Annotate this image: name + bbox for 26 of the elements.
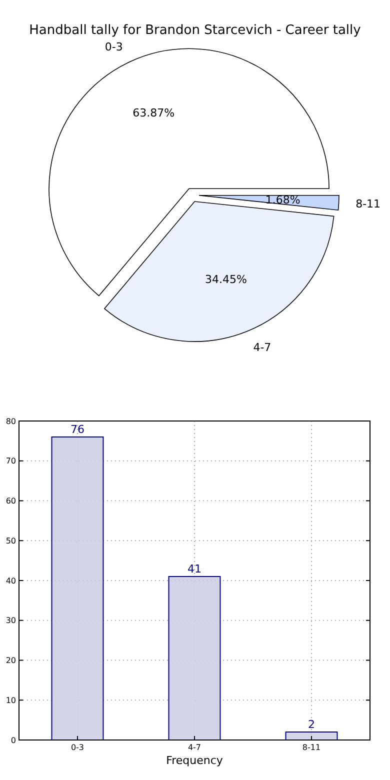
bar: [51, 436, 104, 740]
data-label: 2: [308, 718, 315, 732]
slice-label: 0-3: [104, 40, 123, 54]
bar: [168, 576, 221, 740]
bar: [285, 732, 338, 740]
y-tick-label: 40: [6, 576, 16, 586]
y-tick-label: 30: [6, 616, 16, 626]
y-tick-label: 0: [10, 736, 16, 745]
x-tick-label: 4-7: [188, 743, 202, 752]
data-label: 63.87%: [132, 106, 175, 120]
x-tick-label: 8-11: [302, 743, 321, 752]
y-tick-label: 50: [6, 536, 16, 546]
y-tick-label: 60: [6, 496, 16, 506]
data-label: 34.45%: [205, 273, 247, 286]
y-tick-label: 10: [6, 696, 16, 705]
slice-label: 8-11: [356, 197, 381, 210]
x-axis-title: Frequency: [166, 754, 224, 767]
data-label: 41: [188, 562, 202, 576]
y-tick-label: 80: [6, 416, 16, 426]
data-label: 1.68%: [265, 194, 300, 207]
data-label: 76: [70, 422, 84, 436]
slice-label: 4-7: [253, 340, 272, 354]
x-tick-label: 0-3: [70, 743, 84, 752]
y-tick-label: 70: [6, 456, 16, 466]
y-tick-label: 20: [6, 656, 16, 666]
chart-title: Handball tally for Brandon Starcevich - Career tally: [29, 23, 362, 38]
